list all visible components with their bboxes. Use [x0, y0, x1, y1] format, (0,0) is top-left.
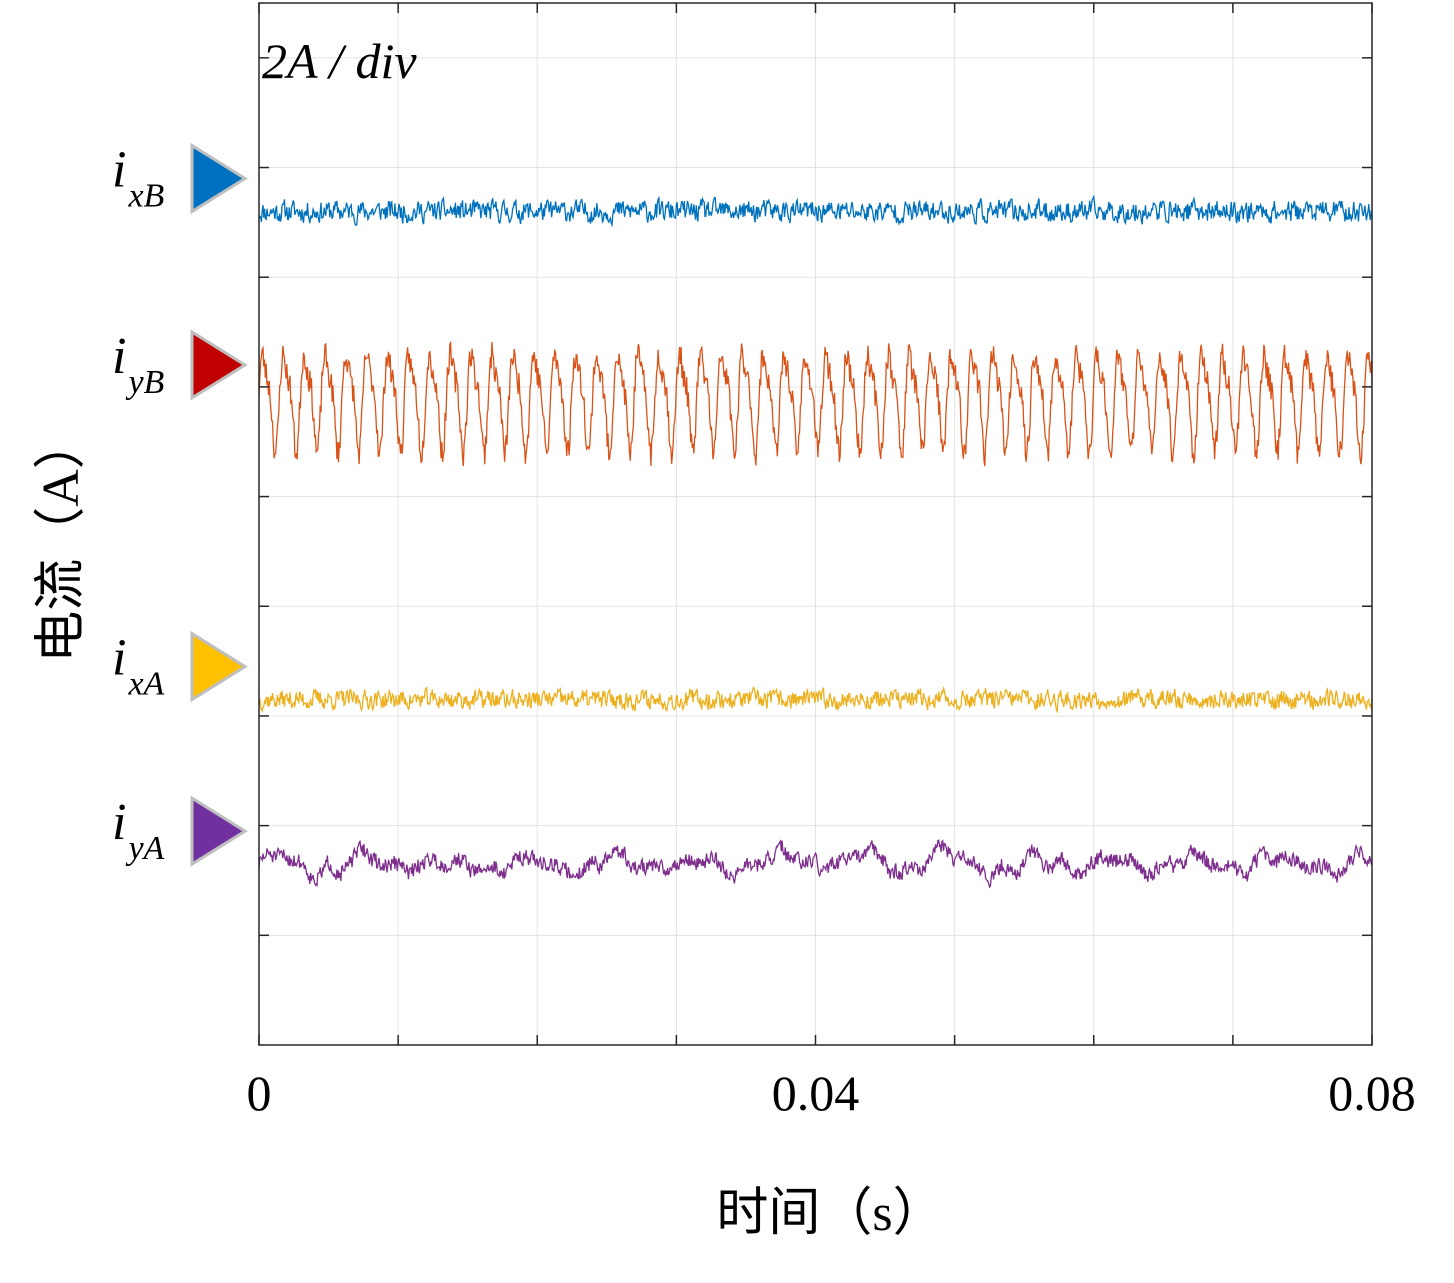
- series-line-xB: [258, 194, 1373, 228]
- grid-layer: [258, 3, 1373, 1045]
- series-layer: [258, 194, 1373, 889]
- y-axis-title: 电流（A）: [33, 417, 90, 663]
- x-axis-title: 时间（s）: [716, 1185, 944, 1242]
- series-line-yA: [258, 839, 1373, 889]
- channel-marker-yA: [190, 795, 248, 867]
- series-label-xB: ixB: [112, 141, 165, 214]
- series-label-xA: ixA: [112, 630, 165, 703]
- series-label-yB: iyB: [112, 328, 165, 401]
- x-tick-label: 0.08: [1328, 1065, 1416, 1121]
- scale-label: 2A / div: [262, 33, 417, 89]
- series-line-xA: [258, 685, 1373, 714]
- series-line-yB: [258, 340, 1373, 467]
- channel-markers: ixB iyB ixA iyA: [112, 141, 248, 867]
- channel-marker-yB: [190, 329, 248, 401]
- ticks-layer: 0 0.04 0.08: [247, 3, 1416, 1121]
- x-tick-label: 0: [247, 1065, 272, 1121]
- x-tick-label: 0.04: [772, 1065, 860, 1121]
- channel-marker-xA: [190, 630, 248, 703]
- series-label-yA: iyA: [112, 794, 165, 867]
- channel-marker-xB: [190, 142, 248, 215]
